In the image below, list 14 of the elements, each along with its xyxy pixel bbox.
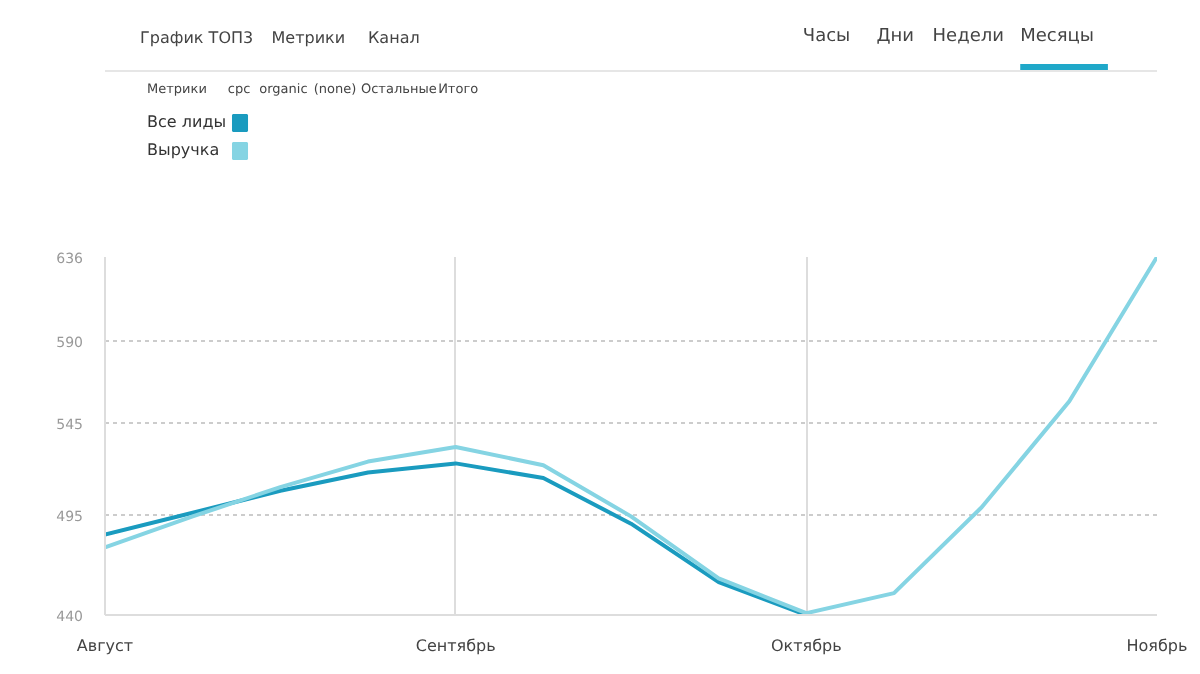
legend-label: Выручка bbox=[147, 141, 220, 159]
text: Дни bbox=[876, 27, 915, 47]
text: Часы bbox=[802, 27, 851, 47]
x-tick-label: Октябрь bbox=[771, 637, 843, 655]
chart-title: График ТОП3 bbox=[140, 29, 254, 47]
legend-label: Все лиды bbox=[147, 113, 227, 131]
line-series bbox=[105, 257, 1157, 615]
text: Канал bbox=[368, 29, 420, 47]
text: Месяцы bbox=[1020, 27, 1095, 47]
x-tick-label: Сентябрь bbox=[415, 637, 497, 655]
x-tick-label: Ноябрь bbox=[1126, 637, 1189, 655]
text: Метрики bbox=[271, 29, 346, 47]
x-tick-label: Август bbox=[76, 637, 134, 655]
text: Недели bbox=[932, 27, 1005, 47]
